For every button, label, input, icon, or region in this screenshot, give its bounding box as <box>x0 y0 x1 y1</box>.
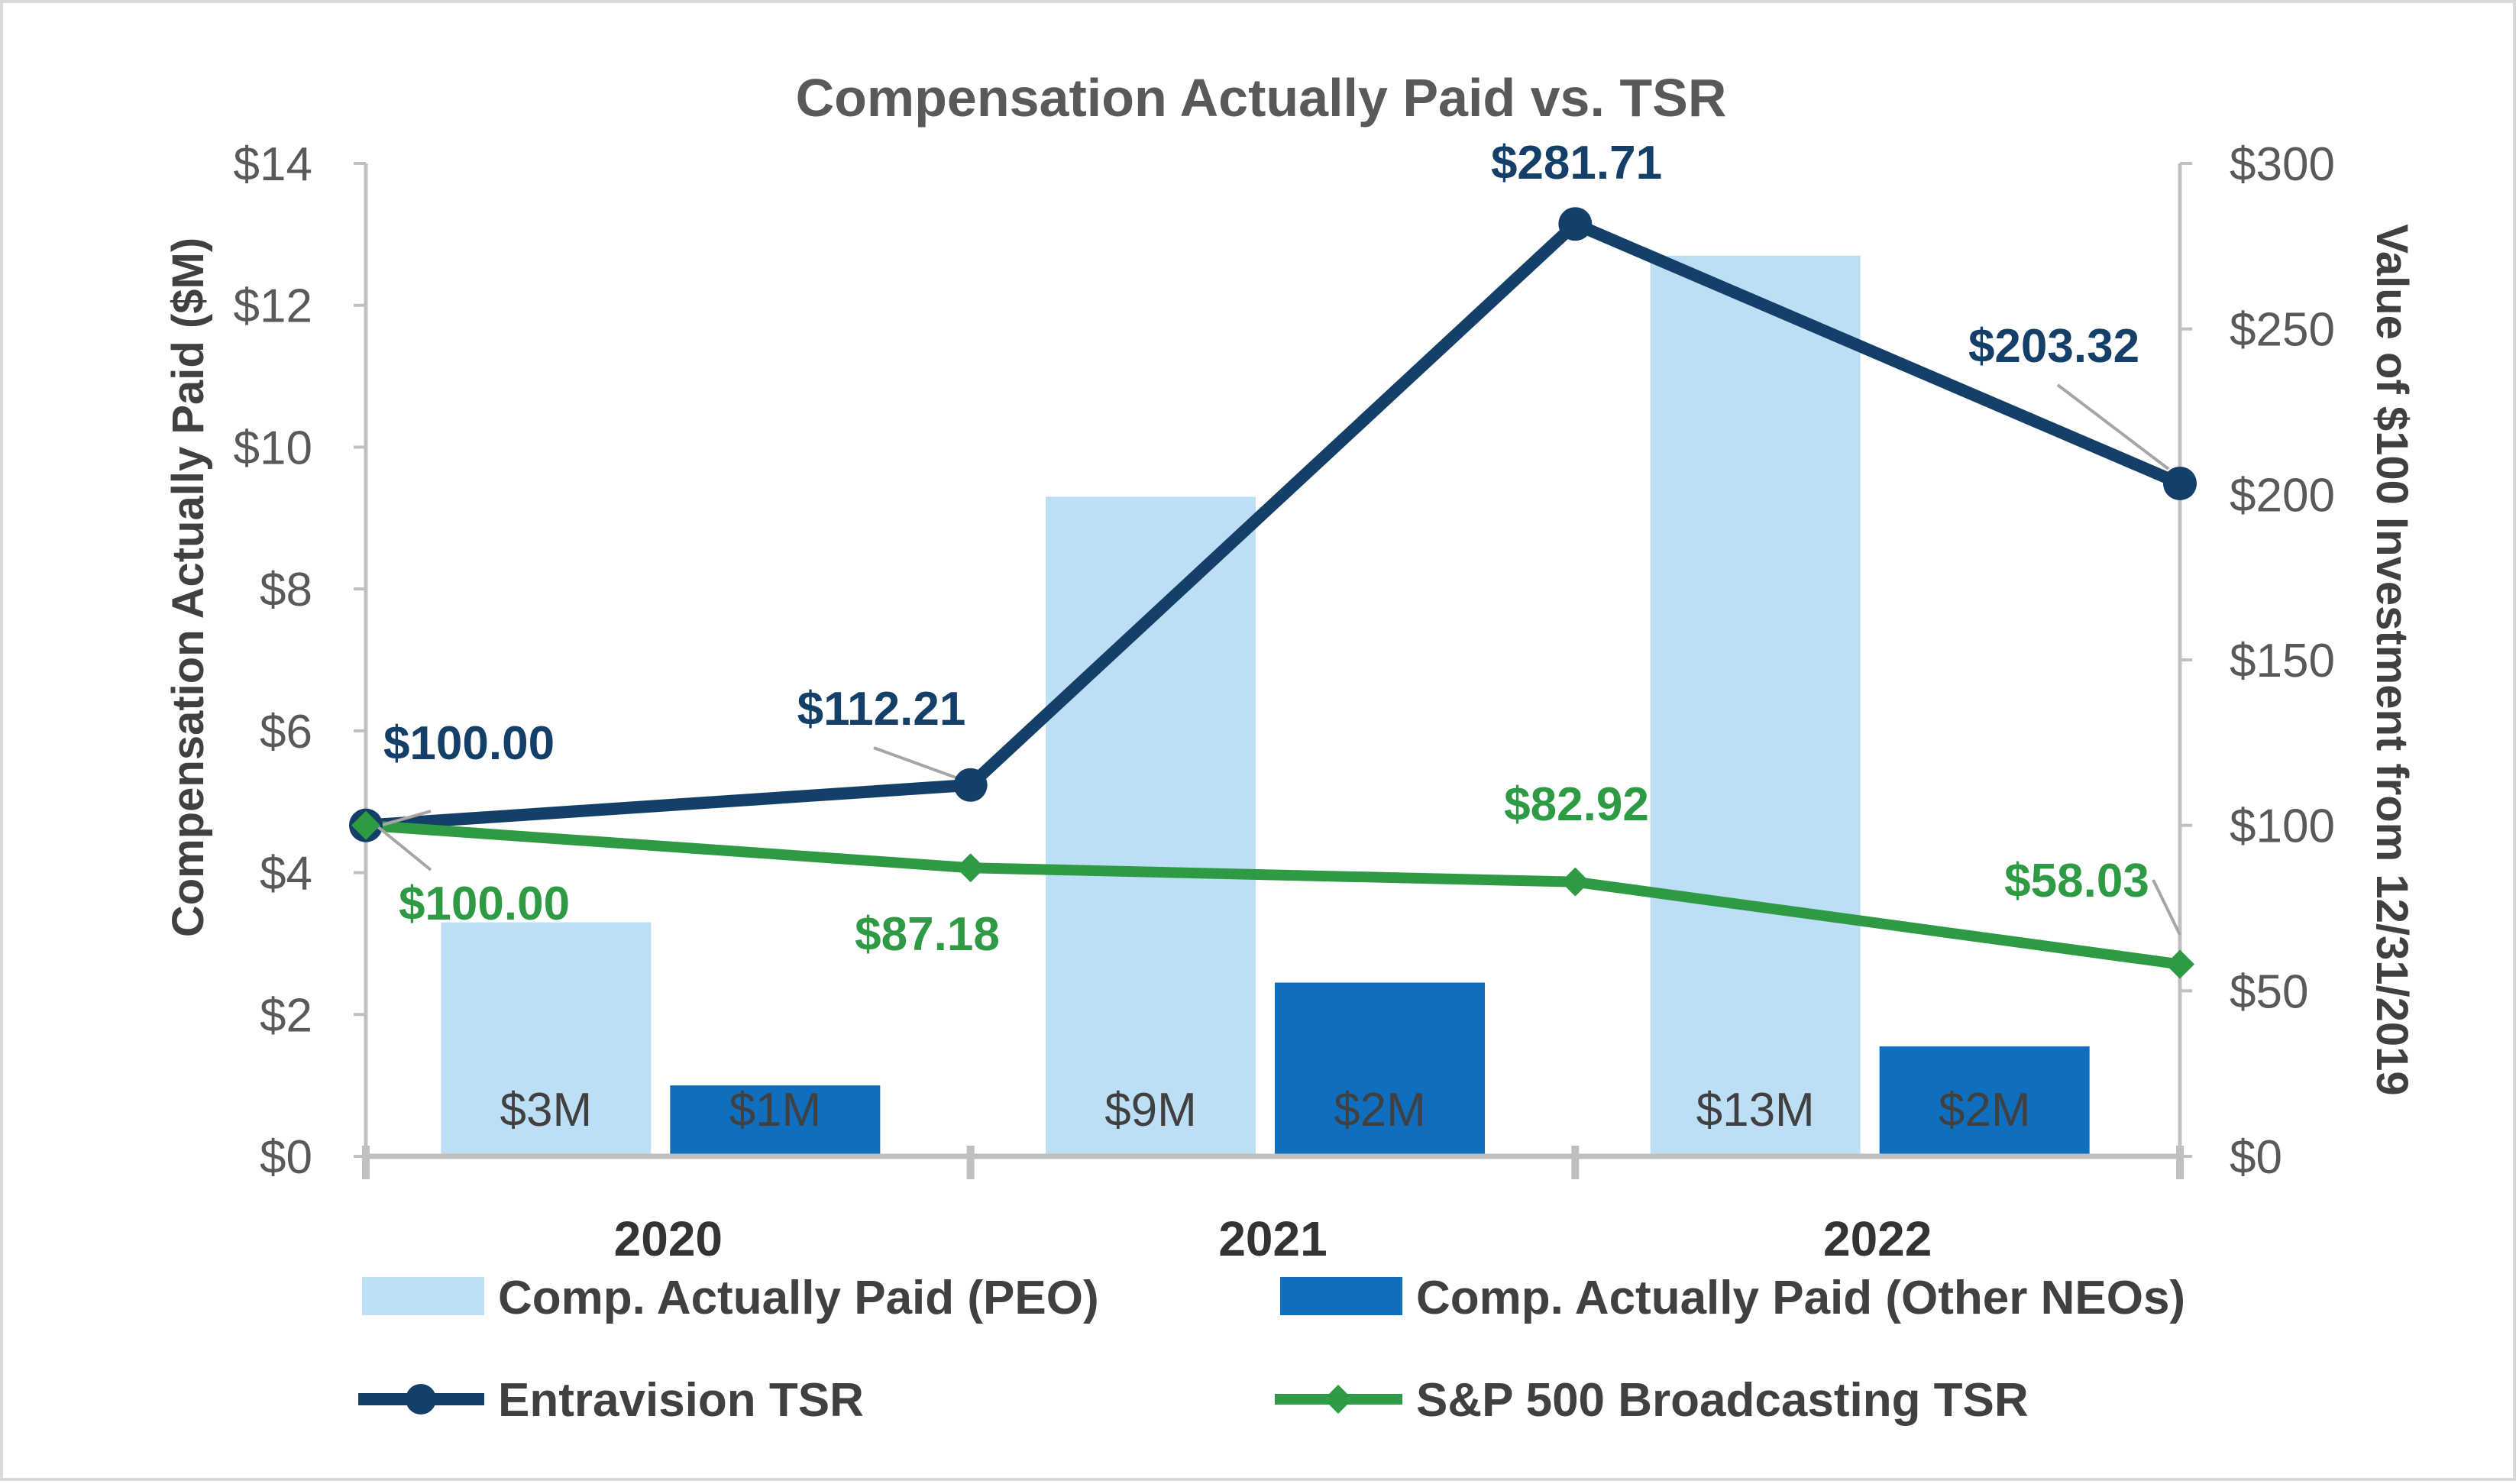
bar-label: $3M <box>500 1084 593 1136</box>
sp500-tsr-point <box>2165 949 2194 979</box>
leader-line <box>873 746 959 780</box>
bar-label: $9M <box>1104 1084 1197 1136</box>
y-tick-label: $2 <box>260 989 312 1042</box>
bar-other-neos-2020 <box>670 1085 881 1156</box>
legend-marker-entravision <box>406 1384 436 1414</box>
sp500-tsr-label: $87.18 <box>855 908 1000 961</box>
y2-tick-label: $200 <box>2230 469 2335 522</box>
sp500-tsr-point <box>1560 867 1590 897</box>
leader-line <box>377 810 432 828</box>
entravision-tsr-point <box>1558 207 1593 241</box>
entravision-tsr-line <box>365 218 2183 832</box>
legend-label-peo: Comp. Actually Paid (PEO) <box>498 1272 1099 1324</box>
x-category-label: 2020 <box>614 1211 723 1266</box>
leader-line <box>2152 879 2181 936</box>
bar-other-neos-2021 <box>1275 982 1485 1156</box>
y-tick-label: $4 <box>260 848 312 900</box>
bar-peo-2022 <box>1650 255 1861 1156</box>
y-axis-title: Compensation Actually Paid ($M) <box>163 238 213 937</box>
entravision-tsr-label: $281.71 <box>1491 137 1662 189</box>
y-tick-label: $8 <box>260 564 312 616</box>
chart-canvas: Compensation Actually Paid vs. TSR $3M $9… <box>163 68 2417 1427</box>
y2-tick-label: $0 <box>2230 1131 2282 1184</box>
legend-label-sp500: S&P 500 Broadcasting TSR <box>1416 1374 2029 1427</box>
x-category-label: 2022 <box>1823 1211 1932 1266</box>
y-tick-label: $12 <box>234 280 312 333</box>
bar-other-neos-2022 <box>1879 1046 2090 1156</box>
sp500-tsr-label: $100.00 <box>399 878 570 930</box>
entravision-tsr-label: $100.00 <box>383 717 555 770</box>
legend-swatch-peo <box>362 1277 484 1315</box>
bar-label: $13M <box>1696 1084 1815 1136</box>
entravision-tsr-point <box>2163 466 2197 500</box>
y-tick-label: $6 <box>260 706 312 758</box>
sp500-broadcasting-tsr-line <box>365 820 2181 970</box>
chart-title: Compensation Actually Paid vs. TSR <box>796 68 1727 128</box>
bar-peo-2021 <box>1046 496 1256 1156</box>
y2-tick-label: $100 <box>2230 800 2335 853</box>
y2-tick-label: $300 <box>2230 138 2335 191</box>
bar-peo-2020 <box>441 922 652 1156</box>
y2-tick-label: $50 <box>2230 965 2308 1018</box>
entravision-tsr-point <box>953 768 988 802</box>
legend-label-entravision: Entravision TSR <box>498 1374 864 1427</box>
legend-swatch-other-neos <box>1280 1277 1402 1315</box>
legend-marker-sp500 <box>1324 1385 1353 1414</box>
entravision-tsr-label: $112.21 <box>797 683 966 736</box>
y-tick-label: $10 <box>234 422 312 474</box>
x-category-label: 2021 <box>1218 1211 1327 1266</box>
sp500-tsr-label: $58.03 <box>2004 855 2149 907</box>
sp500-tsr-label: $82.92 <box>1504 778 1649 831</box>
y2-tick-label: $250 <box>2230 304 2335 357</box>
entravision-tsr-label: $203.32 <box>1968 320 2139 373</box>
leader-line <box>376 825 432 871</box>
y2-tick-label: $150 <box>2230 635 2335 687</box>
legend-label-other-neos: Comp. Actually Paid (Other NEOs) <box>1416 1272 2185 1324</box>
y-tick-label: $14 <box>234 138 312 191</box>
bar-label: $2M <box>1939 1084 2031 1136</box>
leader-line <box>2056 383 2170 470</box>
sp500-tsr-point <box>956 853 985 883</box>
y-tick-label: $0 <box>260 1131 312 1184</box>
sp500-tsr-point <box>351 810 380 840</box>
bar-label: $1M <box>729 1084 822 1136</box>
y2-axis-title: Value of $100 Investment from 12/31/2019 <box>2367 224 2417 1095</box>
bar-label: $2M <box>1334 1084 1426 1136</box>
